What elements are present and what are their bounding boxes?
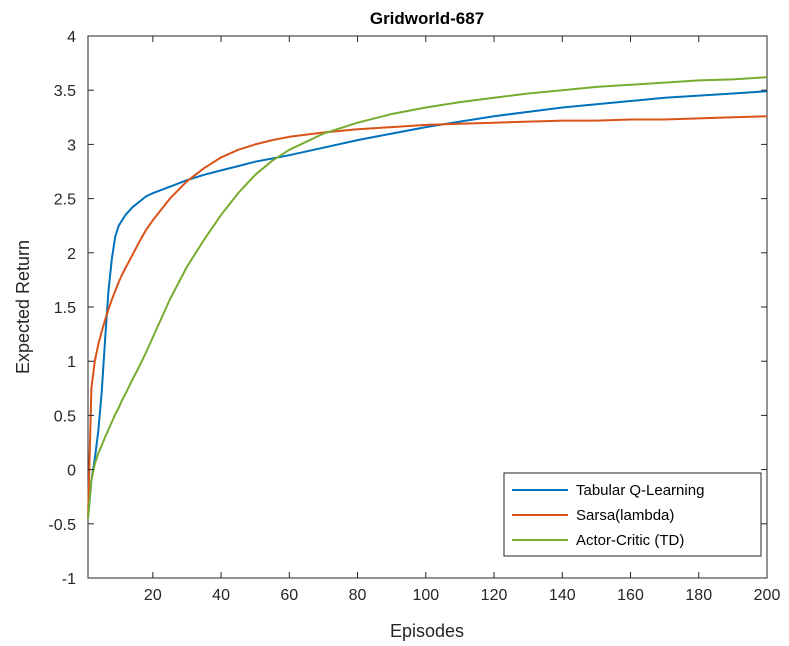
y-tick-label: -1 <box>62 571 76 588</box>
x-tick-label: 100 <box>412 587 439 604</box>
x-tick-label: 20 <box>144 587 162 604</box>
x-tick-label: 180 <box>685 587 712 604</box>
legend-label: Sarsa(lambda) <box>576 507 674 524</box>
series-line-1 <box>87 115 768 519</box>
x-tick-label: 80 <box>349 587 367 604</box>
x-tick-label: 120 <box>481 587 508 604</box>
x-tick-label: 200 <box>754 587 781 604</box>
chart-title: Gridworld-687 <box>370 9 484 28</box>
series-line-0 <box>87 90 768 519</box>
y-tick-label: 0 <box>67 463 76 480</box>
legend-label: Actor-Critic (TD) <box>576 532 684 549</box>
y-tick-label: 1 <box>67 354 76 371</box>
x-tick-label: 160 <box>617 587 644 604</box>
y-tick-label: 1.5 <box>54 300 76 317</box>
x-tick-label: 40 <box>212 587 230 604</box>
y-tick-label: -0.5 <box>48 517 76 534</box>
x-tick-label: 60 <box>280 587 298 604</box>
y-tick-label: 3 <box>67 137 76 154</box>
axis-ticks: 20 40 60 80 100 120 140 160 180 200 -1 -0.5 0 0.5 1 1.5… <box>48 29 780 604</box>
y-tick-label: 2 <box>67 246 76 263</box>
y-tick-label: 4 <box>67 29 76 46</box>
y-tick-label: 3.5 <box>54 83 76 100</box>
y-axis-label: Expected Return <box>13 240 33 374</box>
x-axis-label: Episodes <box>390 621 464 641</box>
y-tick-label: 2.5 <box>54 192 76 209</box>
series-line-2 <box>87 76 768 519</box>
series-lines <box>87 76 768 519</box>
x-tick-label: 140 <box>549 587 576 604</box>
y-tick-label: 0.5 <box>54 408 76 425</box>
legend-label: Tabular Q-Learning <box>576 482 704 499</box>
legend: Tabular Q-Learning Sarsa(lambda) Actor-Cri… <box>503 472 762 557</box>
